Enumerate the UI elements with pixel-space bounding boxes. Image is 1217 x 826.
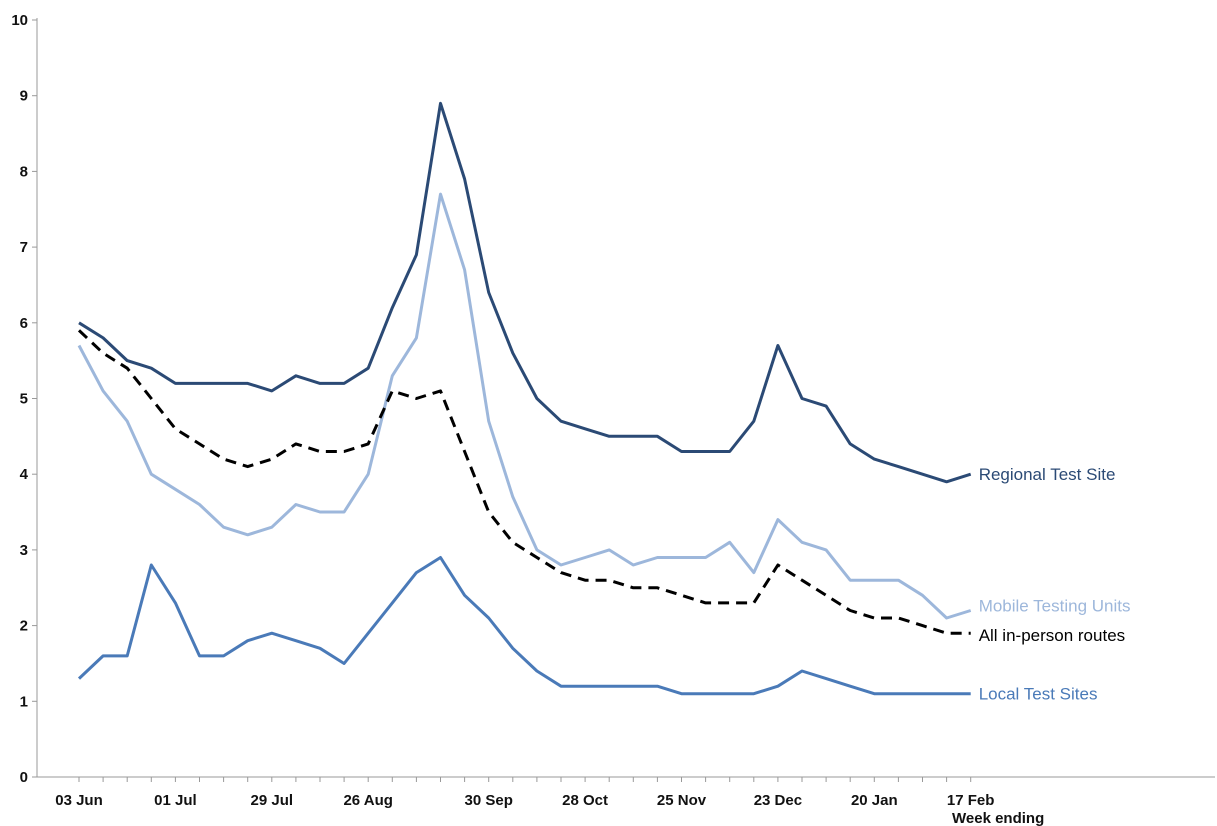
x-tick-label: 30 Sep — [465, 792, 513, 809]
series-label-all-in-person-routes: All in-person routes — [979, 626, 1125, 645]
x-tick-label: 03 Jun — [55, 792, 103, 809]
x-tick-label: 20 Jan — [851, 792, 898, 809]
series-label-local-test-sites: Local Test Sites — [979, 685, 1098, 704]
y-tick-label: 8 — [20, 163, 28, 180]
series-label-mobile-testing-units: Mobile Testing Units — [979, 596, 1131, 615]
y-tick-label: 3 — [20, 542, 28, 559]
series-lines — [77, 101, 972, 696]
series-line-all-in-person-routes — [77, 329, 971, 635]
y-tick-label: 9 — [20, 88, 28, 105]
x-tick-label: 29 Jul — [251, 792, 294, 809]
x-tick-label: 17 Feb — [947, 792, 995, 809]
x-axis: 03 Jun 01 Jul 29 Jul 26 Aug 30 Sep 28 Oct 25 N… — [37, 776, 1215, 809]
y-tick-label: 2 — [20, 618, 28, 635]
y-axis: 0 1 2 3 4 5 6 7 8 9 10 — [11, 12, 38, 786]
y-tick-label: 5 — [20, 391, 28, 408]
series-labels: Regional Test Site Mobile Testing Units Al… — [979, 465, 1131, 704]
x-tick-label: 26 Aug — [343, 792, 392, 809]
series-line-mobile-testing-units — [77, 192, 972, 620]
x-tick-label: 28 Oct — [562, 792, 608, 809]
series-line-local-test-sites — [77, 556, 971, 696]
y-tick-label: 7 — [20, 239, 28, 256]
y-tick-label: 10 — [11, 12, 28, 29]
y-tick-label: 4 — [20, 466, 29, 483]
x-tick-label: 25 Nov — [657, 792, 707, 809]
y-tick-label: 1 — [20, 693, 28, 710]
x-axis-title: Week ending — [952, 810, 1044, 826]
y-tick-label: 6 — [20, 315, 28, 332]
x-tick-label: 23 Dec — [754, 792, 802, 809]
x-tick-label: 01 Jul — [154, 792, 197, 809]
series-label-regional-test-site: Regional Test Site — [979, 465, 1116, 484]
y-tick-label: 0 — [20, 769, 28, 786]
series-line-regional-test-site — [78, 101, 972, 484]
